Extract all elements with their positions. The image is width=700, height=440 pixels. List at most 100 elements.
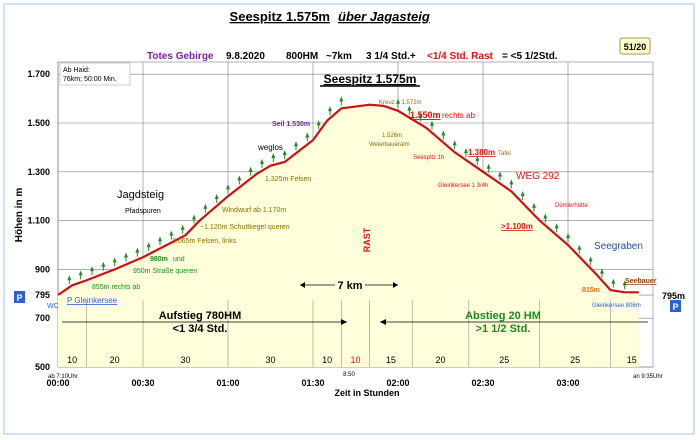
- y-tick-label: 900: [35, 264, 50, 274]
- annot-schuttkegel: ~1.120m Schuttkegel queren: [200, 224, 290, 231]
- tree-icon: [67, 275, 72, 281]
- header-distance: ~7km: [326, 51, 352, 62]
- segment-time-label: 25: [499, 355, 509, 365]
- annot-seebauer: Seebauer: [625, 278, 657, 285]
- segment-labels: 10 20 30 30 10 10 15 20 25 25 15: [67, 300, 637, 367]
- image-frame: [3, 3, 695, 435]
- y-tick-label: 1.700: [27, 69, 50, 79]
- annot-1380: 1.380m: [468, 148, 495, 157]
- tree-icon: [532, 202, 536, 208]
- segment-time-label: 15: [386, 355, 396, 365]
- tree-icon: [577, 244, 582, 250]
- km-arrowhead-right: [393, 282, 398, 288]
- tree-icon: [237, 175, 242, 181]
- tree-icon: [441, 130, 446, 136]
- parking-left: P: [16, 293, 22, 303]
- segment-time-label: 10: [350, 355, 360, 365]
- annot-815: 815m: [582, 287, 600, 294]
- tree-icon: [509, 179, 514, 185]
- annot-gleinkersee-tafel: Gleinkersee 1 3/4h: [438, 183, 488, 189]
- rast-time-label: 8:50: [343, 372, 355, 378]
- y-tick-label: 1.300: [27, 167, 50, 177]
- header-ascent: 800HM: [286, 51, 318, 62]
- chart-title: Seespitz 1.575m: [324, 72, 417, 86]
- x-tick-label: 01:00: [216, 378, 239, 388]
- annot-seil: Seil 1.530m: [272, 121, 310, 128]
- header-route: über Jagasteig: [338, 9, 430, 24]
- tree-icon: [271, 152, 276, 158]
- header-time-walk: 3 1/4 Std.+: [366, 51, 416, 62]
- x-tick-label: 01:30: [301, 378, 324, 388]
- annot-weierbaueralm: Weierbaueralm: [369, 142, 410, 148]
- info-line-1: Ab Haid:: [63, 67, 90, 74]
- x-axis-label: Zeit in Stunden: [335, 388, 400, 398]
- annot-felsen-1065: 1.065m Felsen, links: [172, 238, 237, 245]
- rast-label: RAST: [362, 227, 372, 252]
- tree-icon: [203, 203, 208, 209]
- tree-icon: [430, 120, 434, 126]
- annot-duemlerhuette: Dümlerhütte: [555, 203, 588, 209]
- tree-markers: [67, 96, 627, 290]
- tree-icon: [146, 242, 151, 248]
- page-badge: 51/20: [624, 42, 647, 52]
- annot-jagdsteig: Jagdsteig: [117, 189, 164, 201]
- annot-seegraben: Seegraben: [594, 241, 643, 252]
- tree-icon: [464, 148, 468, 154]
- tree-icon: [124, 252, 128, 258]
- tree-icon: [214, 193, 219, 199]
- distance-label: 7 km: [337, 280, 362, 292]
- segment-time-label: 15: [627, 355, 637, 365]
- tree-icon: [554, 223, 559, 229]
- tree-icon: [294, 141, 298, 147]
- tree-icon: [158, 236, 162, 242]
- tree-icon: [90, 266, 94, 272]
- annot-seespitz-tafel: Seespitz 1h: [413, 155, 444, 161]
- y-tick-label: 1.100: [27, 216, 50, 226]
- tree-icon: [328, 106, 332, 112]
- y-tick-label: 795: [35, 290, 50, 300]
- annot-strasse: 950m Straße queren: [133, 268, 197, 275]
- tree-icon: [600, 268, 604, 274]
- info-line-2: 76km; 50:00 Min.: [63, 76, 117, 83]
- x-tick-labels: 00:00 00:30 01:00 01:30 02:00 02:30 03:00: [46, 378, 579, 388]
- annot-felsen-1325: 1.325m Felsen: [265, 176, 311, 183]
- abstieg-time: >1 1/2 Std.: [476, 323, 531, 335]
- tree-icon: [282, 150, 287, 156]
- tree-icon: [475, 155, 480, 161]
- tree-icon: [180, 224, 185, 230]
- annot-1100: >1.100m: [501, 222, 533, 231]
- header-time-total: = <5 1/2Std.: [502, 51, 558, 62]
- start-time-label: ab 7:10Uhr: [48, 374, 78, 380]
- tree-icon: [486, 163, 491, 169]
- tree-icon: [248, 166, 253, 172]
- x-tick-label: 00:30: [131, 378, 154, 388]
- annot-980: 980m: [150, 256, 168, 263]
- tree-icon: [396, 98, 400, 104]
- aufstieg-label: Aufstieg 780HM: [159, 310, 242, 322]
- annot-weglos: weglos: [257, 143, 283, 152]
- tree-icon: [339, 96, 344, 102]
- annot-und: und: [173, 256, 185, 263]
- tree-icon: [316, 120, 321, 126]
- tree-icon: [226, 184, 230, 190]
- tree-icon: [305, 132, 310, 138]
- header-date: 9.8.2020: [226, 51, 265, 62]
- tree-icon: [101, 261, 106, 267]
- end-time-label: an 9:35Uhr: [633, 374, 663, 380]
- parking-right: P: [672, 302, 678, 312]
- tree-icon: [192, 214, 196, 220]
- header-area: Totes Gebirge: [147, 51, 214, 62]
- y-tick-label: 1.500: [27, 118, 50, 128]
- tree-icon: [498, 171, 502, 177]
- annot-tafel: Tafel: [498, 151, 511, 157]
- x-tick-label: 02:00: [386, 378, 409, 388]
- segment-time-label: 25: [570, 355, 580, 365]
- y-tick-labels: 500 700 795 900 1.100 1.300 1.500 1.700: [27, 69, 50, 372]
- header-time-rest: <1/4 Std. Rast: [427, 51, 494, 62]
- segment-time-label: 20: [110, 355, 120, 365]
- x-tick-label: 00:00: [46, 378, 69, 388]
- parking-right-box: [670, 300, 681, 312]
- tree-icon: [260, 158, 264, 164]
- annot-weg292: WEG 292: [516, 171, 560, 182]
